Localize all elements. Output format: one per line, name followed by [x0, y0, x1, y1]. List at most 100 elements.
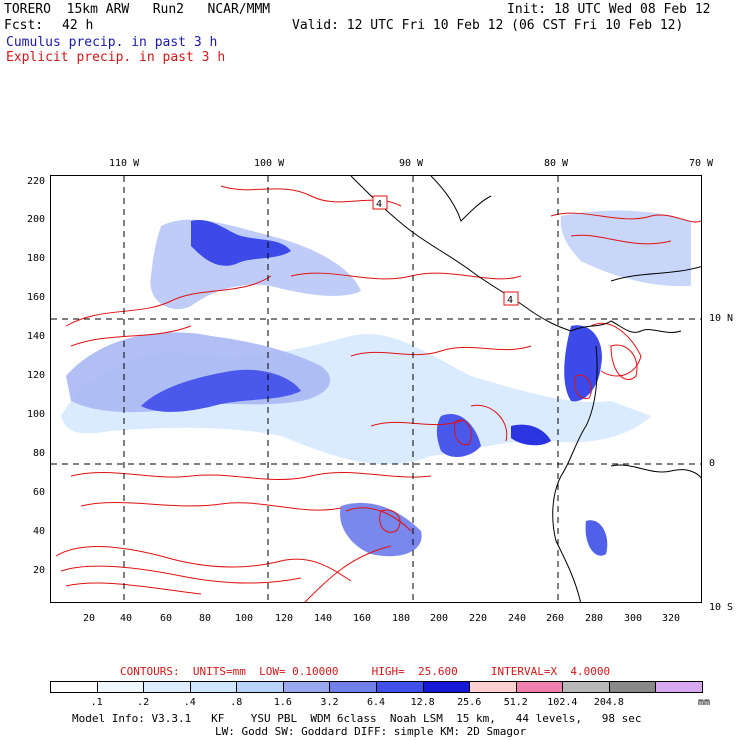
cumulus-north-band	[150, 219, 361, 310]
y-tick: 220	[27, 176, 46, 187]
contour-marker: 4	[507, 295, 513, 306]
cumulus-gulf-patch	[511, 424, 551, 446]
contour	[290, 272, 522, 280]
x-tick: 160	[353, 613, 372, 624]
x-tick: 180	[392, 613, 411, 624]
precip-map-canvas: 4 4	[51, 176, 701, 602]
contour	[65, 275, 272, 327]
lon-label-100w: 100 W	[254, 158, 285, 169]
legend-swatch	[655, 681, 703, 693]
lat-label-0: 0	[709, 458, 716, 469]
init-time: Init: 18 UTC Wed 08 Feb 12	[507, 2, 711, 17]
contour	[70, 325, 192, 347]
x-tick: 240	[508, 613, 527, 624]
y-tick: 80	[33, 448, 46, 459]
x-tick: 220	[469, 613, 488, 624]
x-tick: 60	[160, 613, 173, 624]
contour	[304, 545, 392, 602]
model-title: TORERO 15km ARW Run2 NCAR/MMM	[4, 2, 271, 17]
cumulus-coast-patch	[564, 325, 602, 402]
cumulus-dark-core	[141, 369, 301, 412]
cumulus-precip-field	[61, 210, 691, 557]
contour	[570, 234, 672, 245]
lon-label-70w: 70 W	[689, 158, 714, 169]
legend-value: 6.4	[367, 697, 386, 708]
x-tick: 140	[314, 613, 333, 624]
y-tick: 20	[33, 565, 46, 576]
coastline-yucatan	[430, 176, 492, 222]
contour	[345, 507, 412, 532]
y-tick: 60	[33, 487, 46, 498]
legend-value: .1	[90, 697, 103, 708]
explicit-precip-legend: Explicit precip. in past 3 h	[6, 50, 226, 65]
x-tick: 40	[120, 613, 133, 624]
contour	[370, 420, 462, 427]
contour-info: CONTOURS: UNITS=mm LOW= 0.10000 HIGH= 25…	[120, 665, 611, 678]
valid-time: Valid: 12 UTC Fri 10 Feb 12 (06 CST Fri …	[292, 18, 684, 33]
legend-swatch	[608, 681, 657, 693]
explicit-precip-contours	[55, 185, 701, 602]
coastline-panama	[570, 320, 682, 333]
x-tick: 320	[662, 613, 681, 624]
legend-value: .8	[230, 697, 243, 708]
legend-swatch	[96, 681, 145, 693]
cumulus-andes-patch	[585, 520, 608, 556]
contour	[574, 374, 592, 399]
x-tick: 80	[199, 613, 212, 624]
y-tick: 160	[27, 292, 46, 303]
legend-swatch	[329, 681, 377, 693]
legend-value: 102.4	[547, 697, 578, 708]
legend-swatch	[50, 681, 98, 693]
x-tick: 260	[546, 613, 565, 624]
model-info-line2: LW: Godd SW: Goddard DIFF: simple KM: 2D…	[215, 725, 527, 738]
legend-swatch	[515, 681, 564, 693]
lon-label-110w: 110 W	[109, 158, 140, 169]
cumulus-south-patch	[340, 502, 422, 557]
contour	[55, 546, 352, 582]
coastline-south-america-west	[552, 345, 598, 602]
lat-label-10s: 10 S	[709, 602, 734, 613]
coastline-central-america	[350, 176, 572, 332]
y-tick: 40	[33, 526, 46, 537]
cumulus-caribbean-patch	[560, 210, 691, 287]
y-tick: 180	[27, 253, 46, 264]
coastlines	[350, 176, 701, 602]
legend-swatch	[469, 681, 517, 693]
y-tick: 100	[27, 409, 46, 420]
legend-value: .4	[183, 697, 196, 708]
legend-swatch	[282, 681, 331, 693]
cumulus-dark-north	[191, 219, 291, 266]
contour-markers: 4 4	[372, 195, 519, 306]
x-tick: 200	[430, 613, 449, 624]
legend-value: 3.2	[320, 697, 339, 708]
legend-swatch	[422, 681, 471, 693]
precip-map: 4 4	[50, 175, 702, 603]
legend-unit: mm	[698, 697, 711, 708]
contour	[590, 322, 642, 377]
contour	[454, 419, 472, 446]
cumulus-east-patch	[436, 414, 481, 458]
contour	[60, 565, 302, 584]
y-tick: 120	[27, 370, 46, 381]
legend-swatch	[236, 681, 284, 693]
lon-label-80w: 80 W	[544, 158, 569, 169]
model-info-line1: Model Info: V3.3.1 KF YSU PBL WDM 6class…	[72, 712, 642, 725]
legend-value: 12.8	[410, 697, 435, 708]
y-tick: 140	[27, 331, 46, 342]
legend-swatch	[562, 681, 610, 693]
legend-value: 1.6	[273, 697, 292, 708]
contour	[379, 509, 401, 533]
legend-value: 51.2	[503, 697, 528, 708]
x-tick: 280	[585, 613, 604, 624]
contour	[550, 212, 701, 223]
x-tick: 300	[624, 613, 643, 624]
coastline-south-america-interior	[610, 464, 701, 479]
contour	[80, 501, 342, 511]
legend-value: 25.6	[457, 697, 482, 708]
contour-marker: 4	[376, 199, 382, 210]
contour	[610, 344, 638, 380]
y-tick: 200	[27, 214, 46, 225]
lon-label-90w: 90 W	[399, 158, 424, 169]
legend-value: 204.8	[593, 697, 624, 708]
x-tick: 120	[275, 613, 294, 624]
